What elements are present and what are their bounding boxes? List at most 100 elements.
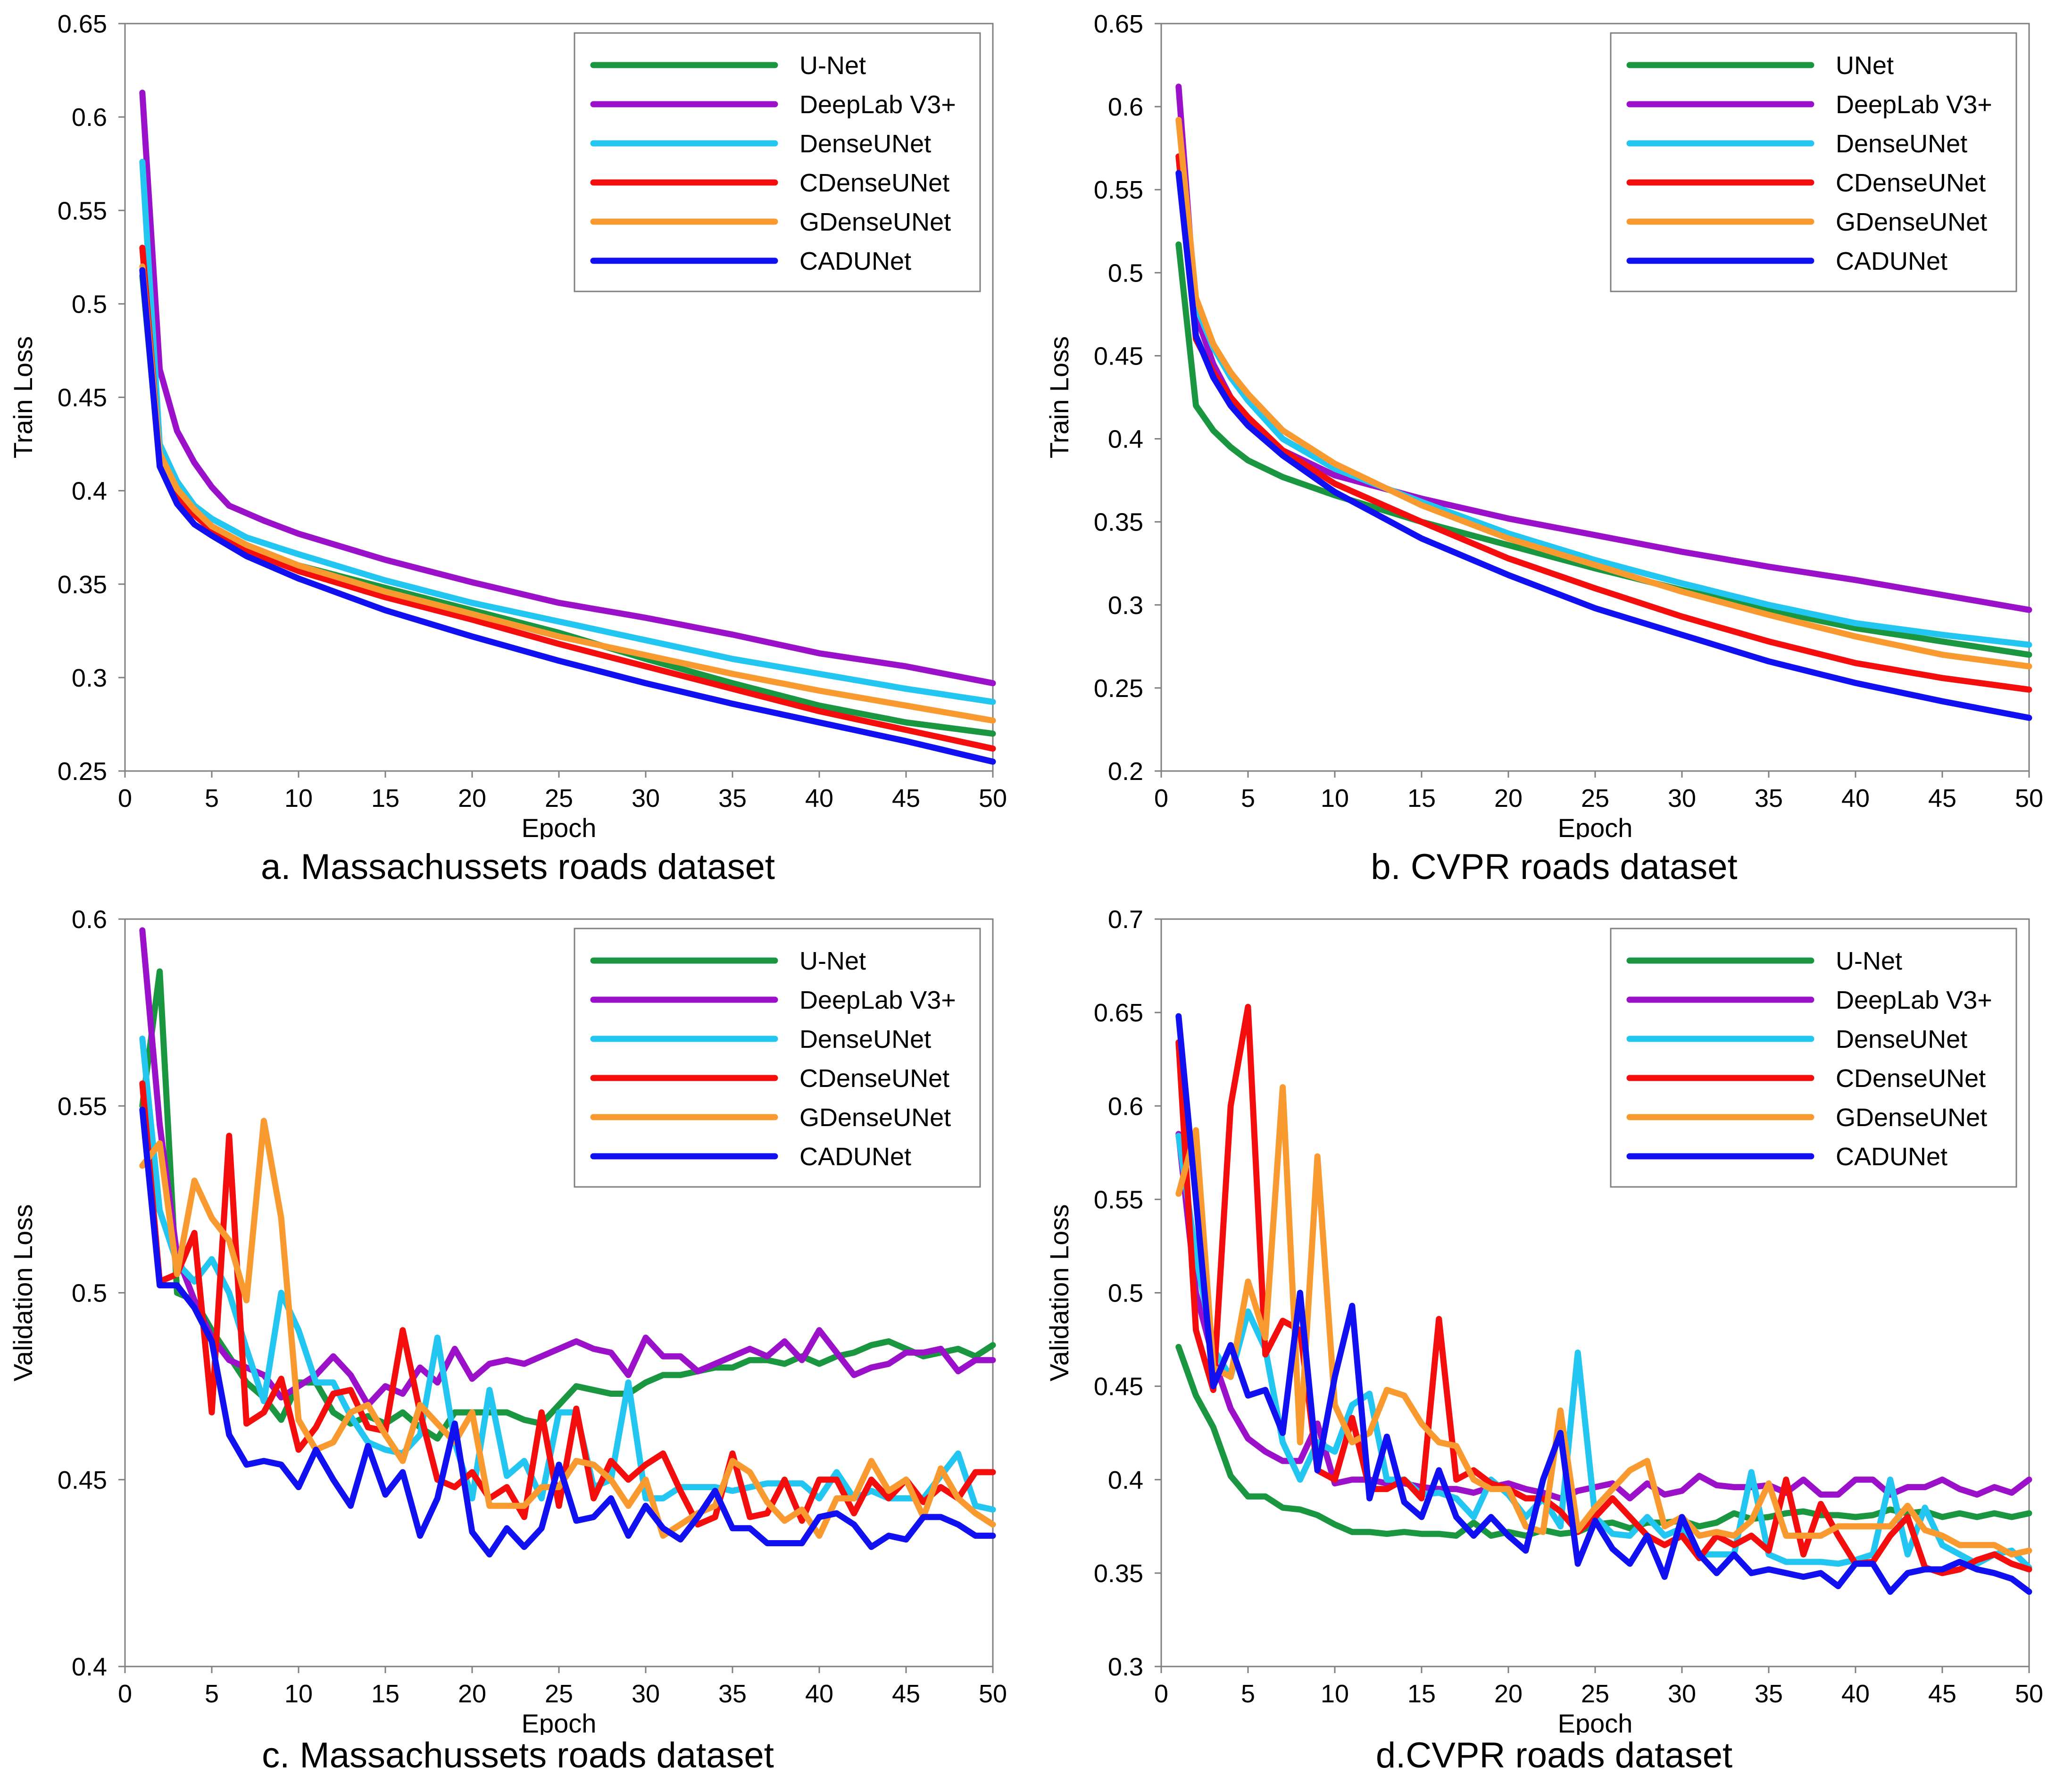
legend-label: DeepLab V3+ <box>1836 91 1992 119</box>
x-tick-label: 45 <box>1928 784 1956 813</box>
series-line-gdenseunet <box>1175 116 2032 670</box>
chart-plot-d: 0 5 10 15 20 25 30 35 40 45 50 0.3 0.35 0.4 0.45 0.5 0.5… <box>1044 905 2043 1735</box>
x-tick-label: 30 <box>632 784 660 813</box>
y-tick-label: 0.45 <box>1094 1373 1143 1401</box>
x-tick-label: 35 <box>718 784 747 813</box>
y-tick-label: 0.3 <box>72 664 107 692</box>
x-tick-label: 5 <box>205 784 219 813</box>
legend-label: CDenseUNet <box>799 1064 949 1093</box>
chart-panel-b: 0 5 10 15 20 25 30 35 40 45 50 0.2 0.25 0.3 0.35 0.4 0.4… <box>1036 0 2072 896</box>
y-tick-label: 0.45 <box>58 384 107 412</box>
y-tick-label: 0.4 <box>1108 1466 1143 1494</box>
y-axis-label: Validation Loss <box>1044 1204 1074 1382</box>
y-tick-label: 0.65 <box>1094 10 1143 38</box>
series-line-deeplab-v3- <box>139 90 996 687</box>
x-tick-label: 10 <box>1321 784 1349 813</box>
x-tick-label: 20 <box>458 784 486 813</box>
legend-label: DenseUNet <box>1836 1025 1967 1053</box>
x-axis-label: Epoch <box>522 813 597 839</box>
x-tick-label: 40 <box>1841 1680 1870 1708</box>
y-tick-label: 0.4 <box>72 1653 107 1681</box>
series-line-cdenseunet <box>1175 1003 2032 1576</box>
x-tick-label: 10 <box>284 784 313 813</box>
series-line-cdenseunet <box>139 1080 996 1528</box>
x-tick-label: 10 <box>284 1680 313 1708</box>
x-tick-label: 35 <box>718 1680 747 1708</box>
legend-label: U-Net <box>799 947 866 975</box>
legend-box-c <box>574 928 981 1188</box>
y-tick-label: 0.6 <box>1108 93 1143 121</box>
x-tick-label: 30 <box>632 1680 660 1708</box>
series-line-denseunet <box>1175 153 2032 648</box>
y-tick-label: 0.55 <box>58 197 107 225</box>
y-tick-label: 0.5 <box>72 290 107 318</box>
x-tick-label: 20 <box>1494 784 1523 813</box>
x-tick-label: 25 <box>545 1680 573 1708</box>
x-tick-label: 35 <box>1755 784 1783 813</box>
series-line-u-net <box>139 968 996 1442</box>
y-tick-label: 0.25 <box>58 757 107 786</box>
x-tick-label: 45 <box>1928 1680 1956 1708</box>
legend-label: DenseUNet <box>799 130 931 158</box>
y-tick-label: 0.35 <box>1094 1559 1143 1588</box>
legend-label: CDenseUNet <box>1836 1064 1986 1093</box>
legend-label: U-Net <box>799 51 866 80</box>
y-tick-label: 0.6 <box>72 905 107 934</box>
x-tick-label: 5 <box>1241 784 1255 813</box>
series-line-deeplab-v3- <box>1175 83 2032 613</box>
x-tick-label: 15 <box>1407 1680 1436 1708</box>
legend-box-d <box>1610 928 2017 1188</box>
x-tick-label: 5 <box>1241 1680 1255 1708</box>
x-axis-label: Epoch <box>1558 813 1633 839</box>
legend-label: DeepLab V3+ <box>1836 986 1992 1014</box>
y-tick-label: 0.4 <box>1108 425 1143 454</box>
chart-title-c: c. Massachussets roads dataset <box>262 1735 774 1775</box>
y-tick-label: 0.35 <box>58 571 107 599</box>
legend-box-b <box>1610 32 2017 292</box>
y-axis-label: Train Loss <box>8 336 38 458</box>
x-tick-label: 50 <box>2015 784 2043 813</box>
y-tick-label: 0.5 <box>1108 259 1143 287</box>
series-line-cadunet <box>1175 1013 2032 1595</box>
x-axis-label: Epoch <box>1558 1708 1633 1735</box>
y-tick-label: 0.6 <box>72 103 107 132</box>
x-tick-label: 20 <box>1494 1680 1523 1708</box>
legend-label: GDenseUNet <box>1836 1103 1987 1132</box>
x-tick-label: 30 <box>1668 784 1696 813</box>
x-tick-label: 40 <box>1841 784 1870 813</box>
y-axis-label: Validation Loss <box>8 1204 38 1382</box>
legend-box-a <box>574 32 981 292</box>
legend-label: GDenseUNet <box>1836 208 1987 236</box>
x-tick-label: 20 <box>458 1680 486 1708</box>
legend-label: DenseUNet <box>1836 130 1967 158</box>
x-tick-label: 50 <box>979 1680 1007 1708</box>
chart-title-d: d.CVPR roads dataset <box>1375 1735 1733 1775</box>
legend-label: CADUNet <box>799 1143 911 1171</box>
y-axis-label: Train Loss <box>1044 336 1074 458</box>
chart-panel-c: 0 5 10 15 20 25 30 35 40 45 50 0.4 0.45 0.5 0.55 0.6 Epo… <box>0 896 1036 1791</box>
y-tick-label: 0.25 <box>1094 674 1143 703</box>
x-tick-label: 15 <box>1407 784 1436 813</box>
x-axis-label: Epoch <box>522 1708 597 1735</box>
x-tick-label: 10 <box>1321 1680 1349 1708</box>
series-line-gdenseunet <box>139 263 996 724</box>
legend-label: CDenseUNet <box>799 169 949 197</box>
series-line-gdenseunet <box>1175 1084 2032 1558</box>
series-line-gdenseunet <box>139 1118 996 1539</box>
y-tick-label: 0.3 <box>1108 1653 1143 1681</box>
y-tick-label: 0.2 <box>1108 757 1143 786</box>
series-line-cadunet <box>139 1106 996 1558</box>
chart-title-a: a. Massachussets roads dataset <box>261 847 775 887</box>
x-tick-label: 40 <box>805 1680 833 1708</box>
chart-title-b: b. CVPR roads dataset <box>1371 847 1738 887</box>
y-tick-label: 0.5 <box>1108 1279 1143 1308</box>
series-line-denseunet <box>139 1036 996 1513</box>
legend-label: CADUNet <box>1836 247 1947 275</box>
legend-label: U-Net <box>1836 947 1902 975</box>
x-tick-label: 50 <box>979 784 1007 813</box>
legend-label: DeepLab V3+ <box>799 91 956 119</box>
chart-plot-b: 0 5 10 15 20 25 30 35 40 45 50 0.2 0.25 0.3 0.35 0.4 0.4… <box>1044 10 2043 839</box>
y-tick-label: 0.35 <box>1094 508 1143 537</box>
chart-plot-c: 0 5 10 15 20 25 30 35 40 45 50 0.4 0.45 0.5 0.55 0.6 Epo… <box>8 905 1007 1735</box>
y-tick-label: 0.65 <box>1094 999 1143 1027</box>
